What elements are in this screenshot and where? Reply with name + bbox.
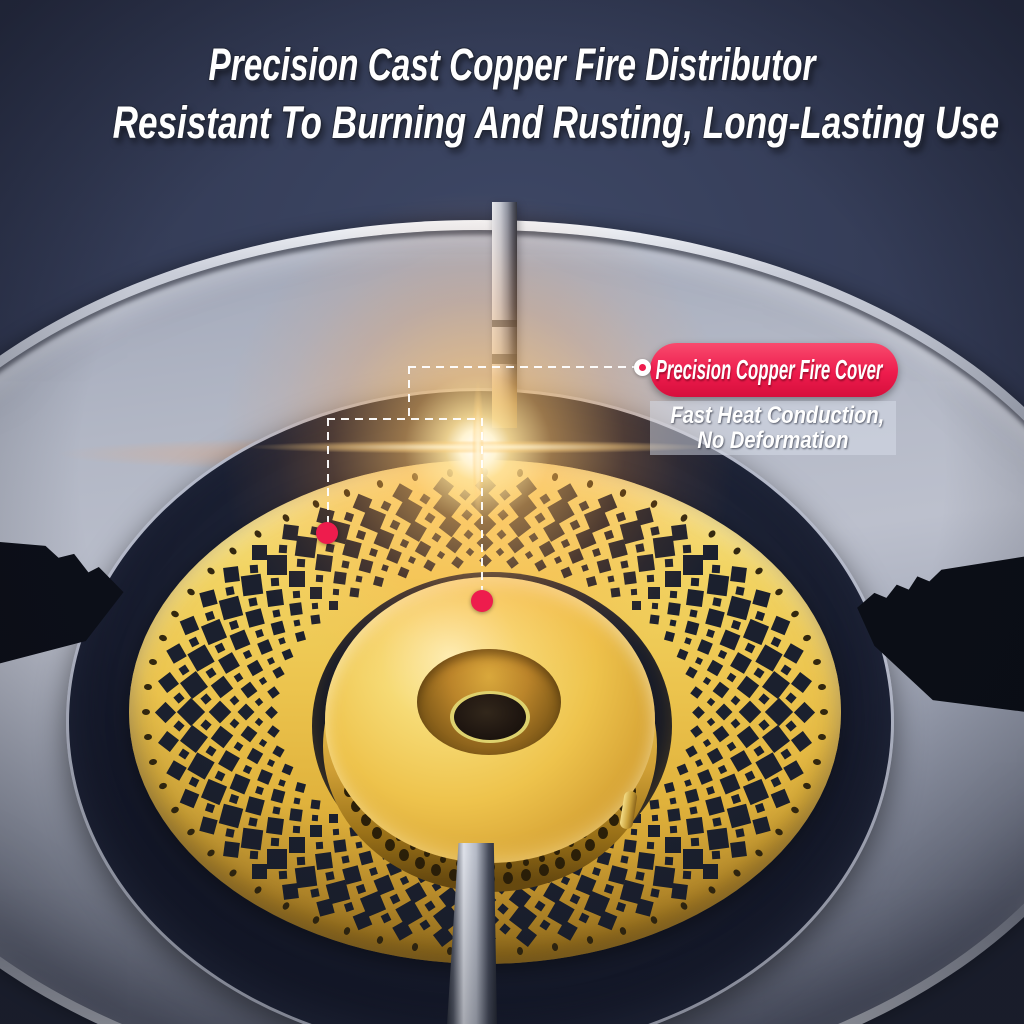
callout-badge: Precision Copper Fire Cover [650,343,898,397]
burner-flame-port [555,857,566,870]
headline-line1: Precision Cast Copper Fire Distributor [208,39,816,90]
burner-flame-port [521,869,532,882]
burner-flame-port [398,848,409,861]
headline-line2: Resistant To Burning And Rusting, Long-L… [112,97,1000,148]
callout-marker-cap [471,590,493,612]
burner-flame-port [503,872,514,884]
distributor-vent-hole [819,709,828,715]
burner-flame-port [538,854,545,862]
burner-flame-port [351,800,362,813]
callout-marker-ring [316,522,338,544]
badge-ring-icon [634,359,651,376]
burner-flame-port [414,857,425,870]
burner-flame-port [439,856,446,864]
burner-flame-port [431,864,442,877]
callout-line-mid [327,418,483,420]
headline: Precision Cast Copper Fire Distributor R… [0,36,1024,152]
burner-flame-port [506,862,513,870]
burner-flame-port [553,848,560,856]
callout-badge-label: Precision Copper Fire Cover [655,354,883,385]
burner-flame-port [384,838,395,851]
burner-flame-port [448,869,459,882]
burner-flame-port [424,850,431,858]
burner-flame-port [609,814,620,827]
burner-flame-port [360,814,371,827]
burner-flame-port [538,864,549,877]
burner-flame-port [585,838,596,851]
callout-line-riser [408,366,410,420]
burner-flame-port [598,827,609,840]
callout-subtitle-line2: No Deformation [697,427,849,454]
callout-line-left-drop [327,418,329,524]
burner-flame-port [371,827,382,840]
callout-subtitle: Fast Heat Conduction, No Deformation [650,401,896,455]
callout-subtitle-line1: Fast Heat Conduction, [670,402,885,429]
burner-flame-port [571,848,582,861]
callout-line-top [408,366,644,368]
burner-flame-port [522,859,529,867]
callout-line-right-drop [481,418,483,591]
